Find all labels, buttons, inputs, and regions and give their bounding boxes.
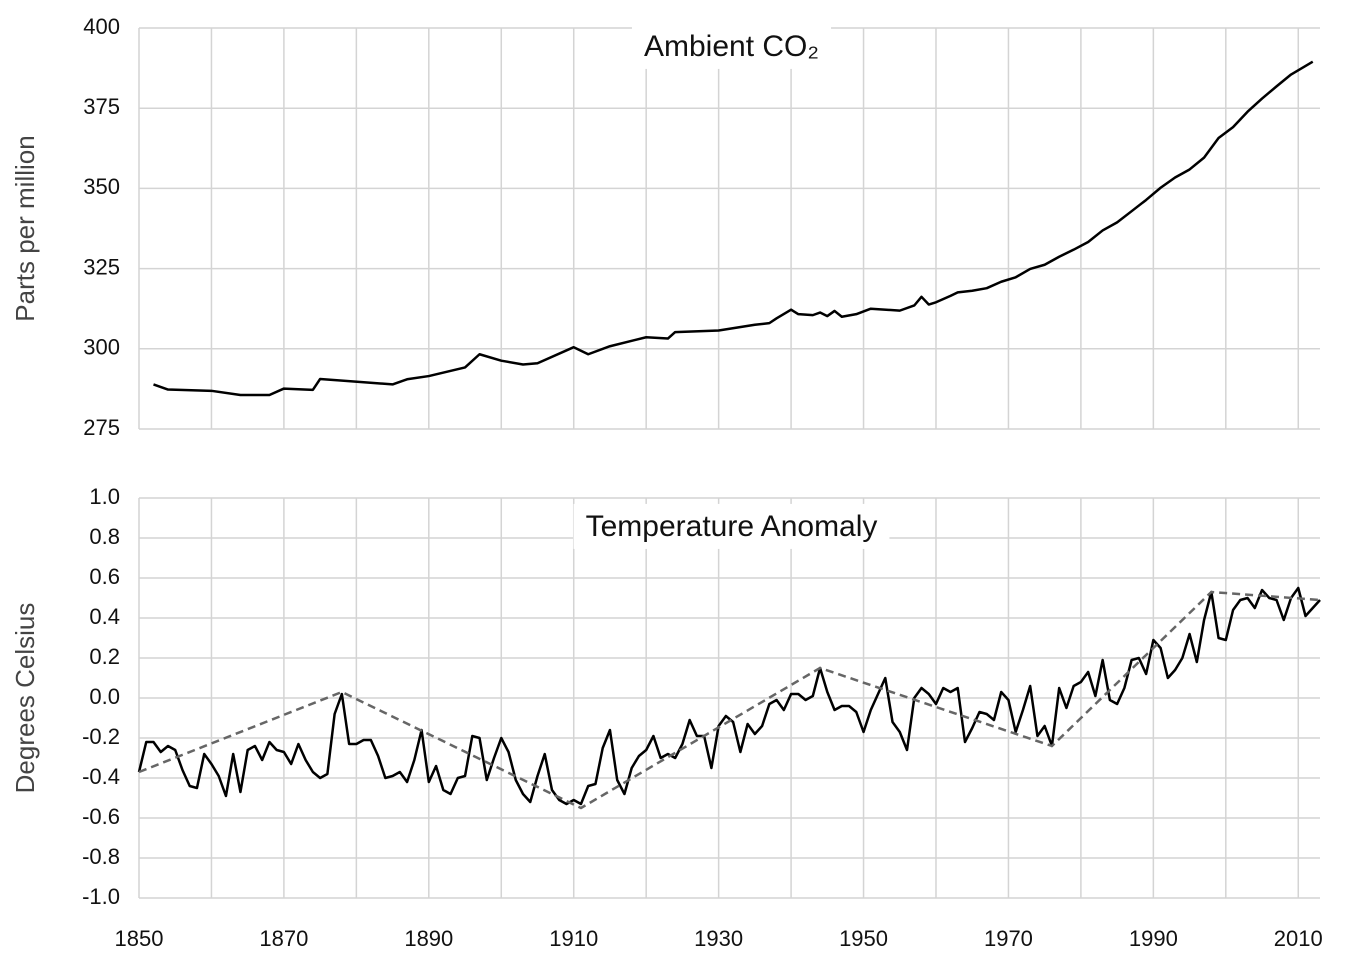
y-tick-label: 0.0 — [89, 684, 120, 709]
y-tick-label: 375 — [83, 94, 120, 119]
y-tick-label: -0.8 — [82, 844, 120, 869]
x-tick-label: 1930 — [694, 926, 743, 951]
y-tick-label: 0.2 — [89, 644, 120, 669]
chart-title: Temperature Anomaly — [586, 510, 878, 543]
y-tick-label: 350 — [83, 174, 120, 199]
x-tick-label: 1850 — [115, 926, 164, 951]
chart-title: Ambient CO₂ — [644, 30, 819, 63]
y-tick-label: -0.4 — [82, 764, 120, 789]
y-axis-title: Degrees Celsius — [10, 603, 40, 794]
x-tick-label: 1890 — [404, 926, 453, 951]
y-tick-label: 275 — [83, 415, 120, 440]
x-tick-label: 1870 — [259, 926, 308, 951]
y-tick-label: 300 — [83, 335, 120, 360]
y-tick-label: 0.4 — [89, 604, 120, 629]
y-tick-label: 400 — [83, 14, 120, 39]
y-tick-label: 325 — [83, 254, 120, 279]
y-axis-title: Parts per million — [10, 135, 40, 321]
title-background — [631, 23, 832, 69]
data-line — [137, 586, 1321, 806]
y-tick-label: 0.8 — [89, 524, 120, 549]
x-tick-label: 1990 — [1129, 926, 1178, 951]
x-tick-label: 1970 — [984, 926, 1033, 951]
y-tick-label: 0.6 — [89, 564, 120, 589]
y-tick-label: -1.0 — [82, 884, 120, 909]
y-tick-label: 1.0 — [89, 484, 120, 509]
y-tick-label: -0.2 — [82, 724, 120, 749]
y-tick-label: -0.6 — [82, 804, 120, 829]
x-tick-label: 1950 — [839, 926, 888, 951]
title-background — [573, 503, 890, 549]
x-tick-label: 1910 — [549, 926, 598, 951]
trend-line — [138, 590, 1321, 810]
data-line — [153, 60, 1314, 397]
x-tick-label: 2010 — [1274, 926, 1323, 951]
